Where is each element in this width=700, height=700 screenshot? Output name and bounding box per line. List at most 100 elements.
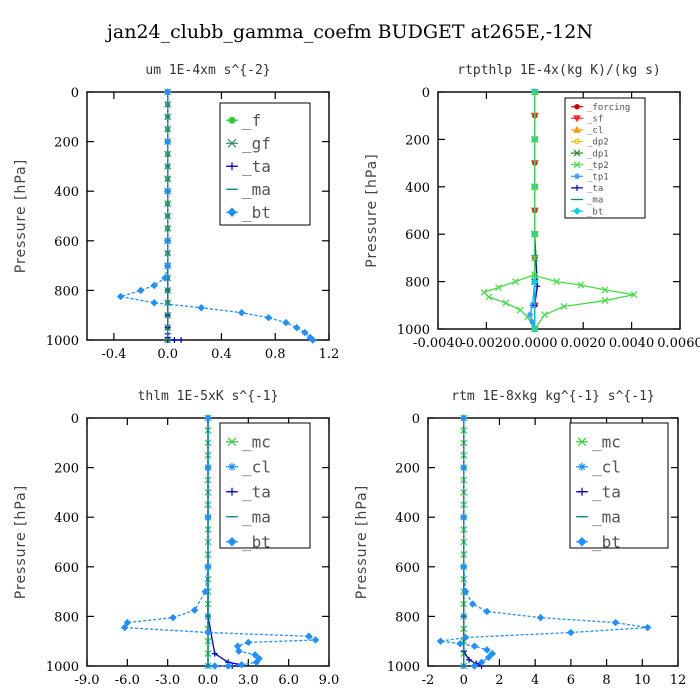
legend-marker xyxy=(228,462,236,471)
data-point xyxy=(516,306,524,314)
x-tick-label: 0.0060 xyxy=(657,336,700,351)
y-tick-label: 200 xyxy=(54,462,79,477)
legend-item: _ma xyxy=(226,507,271,526)
legend-item: _dp2 xyxy=(571,138,609,148)
legend-item: _cl xyxy=(226,457,271,476)
data-point xyxy=(461,633,470,642)
y-tick-label: 0 xyxy=(412,412,420,427)
data-point xyxy=(483,646,491,654)
x-tick-label: 8 xyxy=(602,673,610,688)
x-tick-label: 10 xyxy=(634,673,651,688)
data-point xyxy=(282,318,290,327)
legend-marker xyxy=(573,161,581,169)
data-point xyxy=(150,281,158,290)
data-point xyxy=(611,618,620,627)
data-point xyxy=(460,463,468,472)
x-tick-label: 0.0020 xyxy=(560,336,606,351)
y-tick-label: 400 xyxy=(54,185,79,200)
data-point xyxy=(553,278,561,286)
data-point xyxy=(163,137,172,146)
data-point xyxy=(171,337,178,343)
legend-item: _gf xyxy=(226,134,271,153)
data-point xyxy=(137,286,145,295)
legend-item: _ta xyxy=(226,157,271,176)
data-point xyxy=(301,328,309,337)
x-tick-label: 0.0040 xyxy=(609,336,655,351)
data-point xyxy=(512,278,519,286)
legend-label: _cl xyxy=(587,126,603,136)
x-tick-label: 0.4 xyxy=(211,347,232,362)
y-tick-label: 400 xyxy=(395,511,420,526)
legend-item: _bt xyxy=(571,207,603,217)
x-tick-label: 2 xyxy=(495,673,503,688)
data-point xyxy=(560,303,568,310)
data-point xyxy=(264,313,273,322)
legend-marker xyxy=(573,115,581,123)
y-tick-label: 800 xyxy=(54,284,79,299)
legend-item: _ma xyxy=(571,196,603,206)
x-tick-label: 12 xyxy=(670,673,687,688)
legend-marker xyxy=(578,462,586,471)
data-point xyxy=(163,237,172,245)
data-point xyxy=(436,637,445,645)
legend-item: _bt xyxy=(576,532,621,551)
series-line xyxy=(482,92,536,330)
legend-label: _mc xyxy=(242,432,271,451)
y-tick-label: 400 xyxy=(54,511,79,526)
y-tick-label: 800 xyxy=(54,610,79,625)
legend-label: _tp1 xyxy=(587,172,609,182)
legend-marker xyxy=(227,138,237,148)
data-point xyxy=(163,261,172,270)
legend-item: _ma xyxy=(226,180,271,199)
panel-title: rtm 1E-8xkg kg^{-1} s^{-1} xyxy=(451,389,655,404)
plot-frame xyxy=(427,417,679,667)
legend-label: _tp2 xyxy=(587,161,609,171)
data-point xyxy=(531,272,539,280)
data-point xyxy=(567,628,575,637)
data-point xyxy=(201,587,210,596)
data-point xyxy=(311,636,320,644)
plot-frame xyxy=(437,91,681,330)
plot-frame xyxy=(86,91,330,341)
data-point xyxy=(468,600,477,608)
x-tick-label: 6.0 xyxy=(278,673,299,688)
legend-box xyxy=(219,422,311,549)
x-tick-label: -6.0 xyxy=(115,673,140,688)
legend-item: _ma xyxy=(576,507,621,526)
legend-label: _mc xyxy=(592,432,621,451)
legend-marker xyxy=(227,207,237,217)
legend-label: _ma xyxy=(242,180,271,199)
data-point xyxy=(237,661,246,669)
legend-marker xyxy=(228,116,236,124)
legend-item: _bt xyxy=(226,203,271,222)
legend-marker xyxy=(574,138,580,145)
x-tick-label: 3.0 xyxy=(238,673,259,688)
x-tick-label: 0.8 xyxy=(265,347,286,362)
data-point xyxy=(309,336,317,344)
legend-label: _sf xyxy=(587,114,603,124)
data-point xyxy=(460,513,468,521)
legend-label: _ta xyxy=(587,184,603,194)
legend-item: _ta xyxy=(576,482,621,501)
legend-label: _ta xyxy=(592,482,621,501)
y-tick-label: 800 xyxy=(405,276,430,291)
chart-panel-4: rtm 1E-8xkg kg^{-1} s^{-1} Pressure [hPa]… xyxy=(354,389,686,688)
data-point xyxy=(470,662,479,670)
chart-panel-2: rtpthlp 1E-4x(kg K)/(kg s) Pressure [hPa]… xyxy=(364,63,700,351)
data-point xyxy=(643,623,652,632)
data-point xyxy=(252,658,261,666)
x-tick-label: -3.0 xyxy=(155,673,180,688)
y-tick-label: 200 xyxy=(54,136,79,151)
legend-marker xyxy=(574,103,580,110)
legend: _forcing_sf _cl _dp2_dp1 _tp2_tp1 _ta _ma_bt xyxy=(564,97,646,219)
data-point xyxy=(577,281,585,289)
data-point xyxy=(466,656,473,663)
data-point xyxy=(204,414,212,422)
data-point xyxy=(456,639,464,648)
legend-item: _forcing xyxy=(571,103,630,113)
legend-label: _bt xyxy=(242,532,271,551)
legend-item: _sf xyxy=(571,114,603,124)
series-tp2 xyxy=(480,88,539,333)
data-point xyxy=(251,651,259,659)
y-tick-label: 1000 xyxy=(387,660,420,675)
